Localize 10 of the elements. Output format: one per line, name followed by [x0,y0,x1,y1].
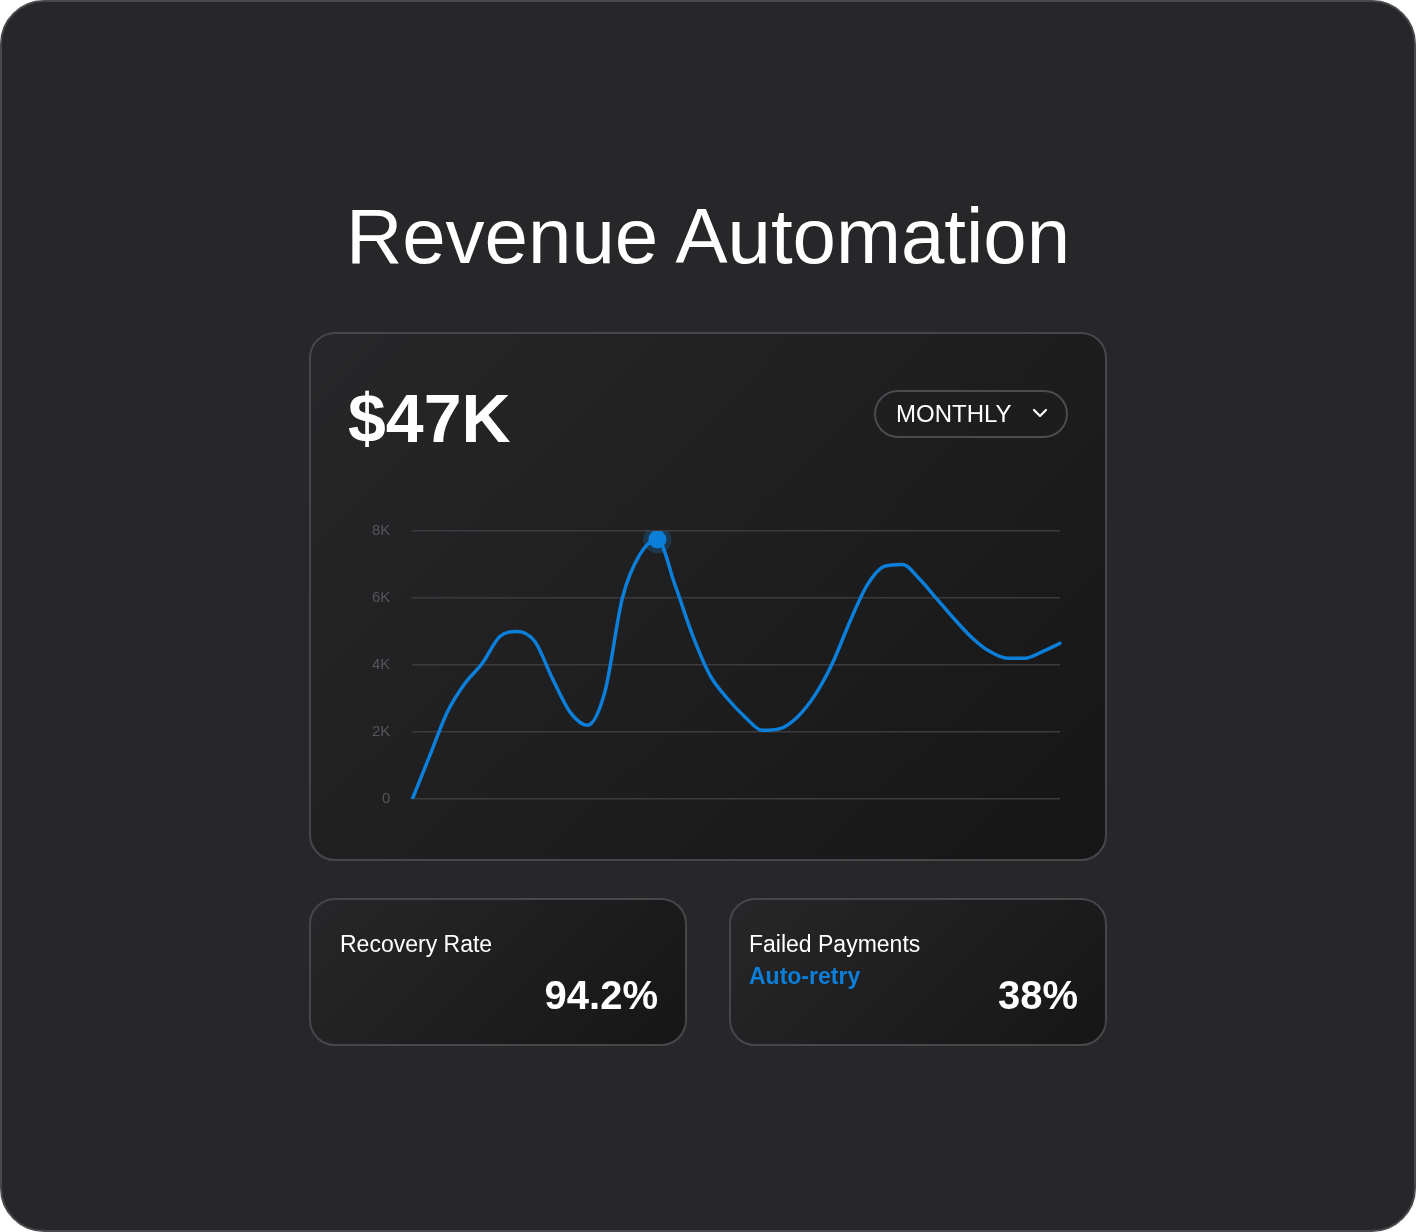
text: Recovery Rate [340,930,493,958]
text: MONTHLY [874,390,1068,438]
text: 94.2% [543,972,658,1019]
text: 38% [996,972,1078,1019]
text: $47K [348,379,511,458]
y-tick-label: 2K [371,722,391,740]
text: Failed Payments [749,930,921,958]
text: Auto-retry [749,962,861,990]
chart-title: Revenue Automation [344,191,1072,282]
y-tick-label: 0 [382,789,391,807]
